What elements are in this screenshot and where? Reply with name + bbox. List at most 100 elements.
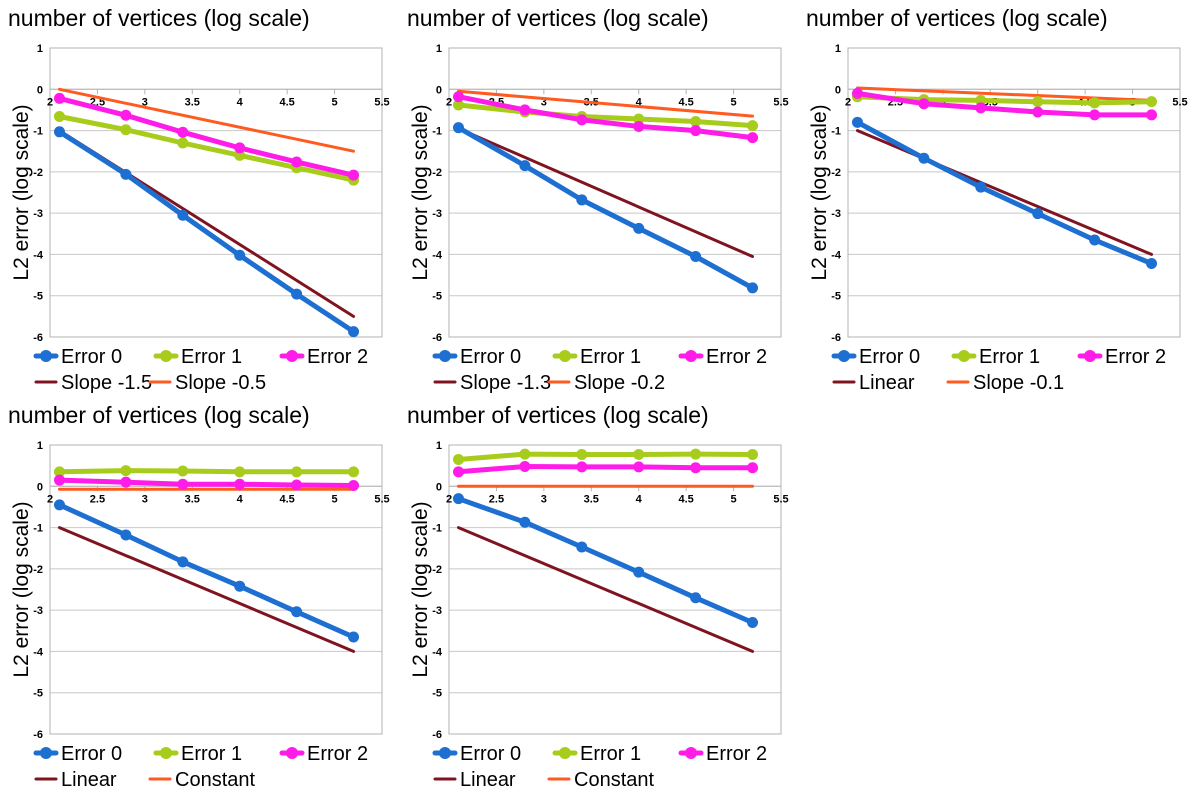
data-point	[291, 606, 303, 618]
legend-item: Slope -0.1	[946, 372, 1064, 394]
x-tick-label: 2	[47, 96, 53, 108]
y-tick-label: -2	[432, 564, 442, 576]
plot-frame	[49, 444, 383, 735]
chart-panel: number of vertices (log scale) 1 0 -1 -2 -3 -4…	[407, 402, 789, 791]
y-tick-label: -3	[432, 208, 442, 220]
legend-item: Error 1	[951, 346, 1040, 368]
data-point	[348, 479, 360, 491]
legend-marker	[439, 747, 451, 759]
data-point	[690, 448, 702, 460]
legend-item: Error 0	[432, 346, 521, 368]
legend-marker	[838, 350, 850, 362]
data-point	[519, 516, 531, 528]
chart-panel: number of vertices (log scale) 1 0 -1 -2 -3 -4…	[806, 5, 1188, 394]
legend-label: Linear	[61, 769, 117, 791]
y-tick-label: -4	[831, 249, 842, 261]
y-tick-label: -3	[33, 208, 43, 220]
legend-item: Error 0	[432, 743, 521, 765]
x-tick-label: 2	[446, 96, 452, 108]
y-tick-label: -3	[831, 208, 841, 220]
data-point	[633, 448, 645, 460]
legend-item: Constant	[547, 769, 654, 791]
y-tick-label: 0	[436, 481, 442, 493]
data-point	[690, 125, 702, 137]
data-point	[348, 631, 360, 643]
x-tick-label: 3	[142, 493, 148, 505]
plot-frame	[448, 47, 782, 338]
legend-item: Error 2	[678, 346, 767, 368]
data-point	[918, 152, 930, 164]
legend-label: Error 1	[181, 346, 242, 368]
y-tick-label: -6	[33, 729, 43, 741]
data-point	[291, 156, 303, 168]
y-tick-label: -4	[432, 646, 443, 658]
x-tick-label: 2.5	[489, 493, 504, 505]
data-point	[1032, 208, 1044, 220]
data-point	[690, 115, 702, 127]
data-point	[576, 114, 588, 126]
data-point	[120, 529, 132, 541]
y-tick-label: -4	[33, 249, 44, 261]
x-tick-label: 5.5	[773, 96, 788, 108]
legend-label: Slope -1.5	[61, 372, 152, 394]
data-point	[633, 461, 645, 473]
data-point	[452, 493, 464, 505]
x-tick-label: 4.5	[279, 96, 294, 108]
data-point	[1146, 109, 1158, 121]
legend-item: Slope -0.2	[547, 372, 665, 394]
data-point	[519, 104, 531, 116]
data-point	[519, 448, 531, 460]
x-tick-label: 5	[332, 493, 338, 505]
legend-marker	[160, 747, 172, 759]
data-point	[576, 461, 588, 473]
y-axis-label: L2 error (log scale)	[10, 104, 33, 280]
x-tick-label: 3.5	[185, 493, 200, 505]
data-point	[177, 465, 189, 477]
x-tick-label: 4.5	[279, 493, 294, 505]
data-point	[120, 476, 132, 488]
x-tick-label: 2	[845, 96, 851, 108]
data-point	[633, 566, 645, 578]
data-point	[1089, 97, 1101, 109]
legend-label: Slope -0.5	[175, 372, 266, 394]
y-tick-label: -6	[33, 332, 43, 344]
y-tick-label: 1	[835, 43, 841, 55]
legend-item: Slope -0.5	[148, 372, 266, 394]
chart-title: number of vertices (log scale)	[8, 5, 310, 31]
legend-label: Error 2	[706, 346, 767, 368]
legend-label: Error 1	[580, 346, 641, 368]
y-tick-label: 1	[37, 440, 43, 452]
y-tick-label: -5	[831, 291, 841, 303]
legend-label: Error 1	[580, 743, 641, 765]
series-line	[58, 87, 355, 153]
x-tick-label: 4	[636, 493, 643, 505]
data-point	[1089, 109, 1101, 121]
y-tick-label: -5	[432, 291, 442, 303]
data-point	[53, 126, 65, 138]
y-tick-label: 0	[436, 84, 442, 96]
data-point	[120, 168, 132, 180]
legend-item: Error 2	[279, 743, 368, 765]
data-point	[1032, 106, 1044, 118]
series-line	[58, 526, 355, 653]
legend-marker	[439, 350, 451, 362]
plot-frame	[847, 47, 1181, 338]
legend-label: Slope -0.1	[973, 372, 1064, 394]
y-tick-label: -2	[432, 167, 442, 179]
data-point	[53, 92, 65, 104]
legend-label: Error 1	[181, 743, 242, 765]
series-line	[57, 95, 356, 178]
legend-label: Error 0	[61, 743, 122, 765]
data-point	[234, 466, 246, 478]
x-tick-label: 4	[237, 96, 244, 108]
data-point	[1032, 96, 1044, 108]
series-line	[57, 114, 356, 183]
legend-label: Error 2	[706, 743, 767, 765]
data-point	[177, 209, 189, 221]
x-tick-label: 4.5	[678, 493, 693, 505]
data-point	[452, 466, 464, 478]
x-tick-label: 4.5	[678, 96, 693, 108]
legend-item: Error 2	[1077, 346, 1166, 368]
y-tick-label: -5	[432, 688, 442, 700]
legend-label: Error 2	[307, 743, 368, 765]
